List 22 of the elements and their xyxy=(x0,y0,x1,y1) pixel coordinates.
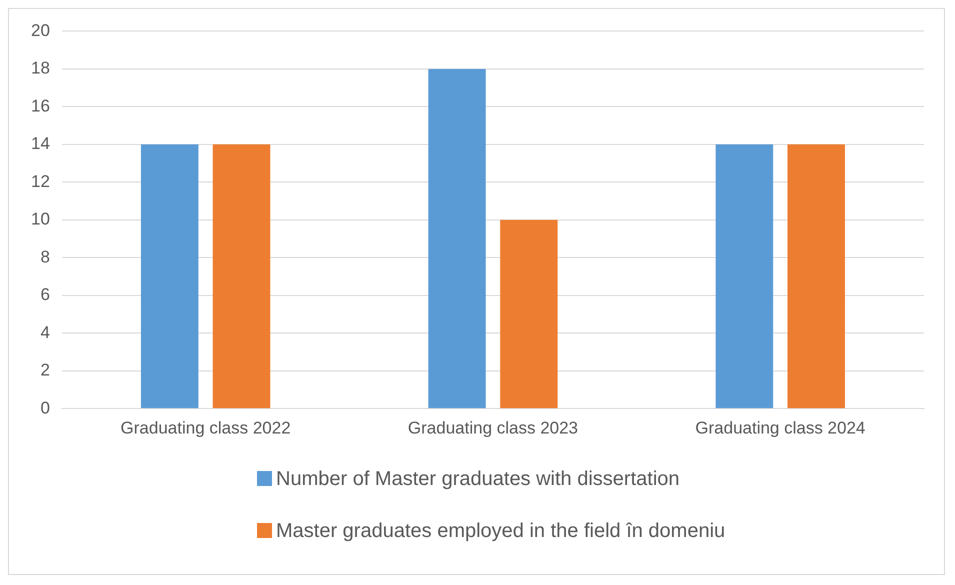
bar xyxy=(500,220,558,408)
y-tick-label: 20 xyxy=(30,20,50,40)
x-tick-label: Graduating class 2022 xyxy=(120,418,291,438)
y-tick-label: 14 xyxy=(30,134,50,154)
y-tick-label: 12 xyxy=(30,172,50,191)
y-tick-label: 0 xyxy=(40,398,50,418)
y-tick-label: 18 xyxy=(30,58,50,78)
x-tick-label: Graduating class 2023 xyxy=(408,418,578,438)
bar xyxy=(428,68,486,408)
y-tick-label: 10 xyxy=(30,210,50,229)
bar xyxy=(788,144,845,408)
y-tick-label: 8 xyxy=(40,247,50,266)
bar xyxy=(140,144,198,408)
legend-label: Number of Master graduates with dissertation xyxy=(276,467,680,491)
bar xyxy=(716,144,774,408)
legend-label: Master graduates employed in the field în domeniu xyxy=(276,519,726,543)
y-tick-label: 2 xyxy=(40,360,50,380)
x-tick-label: Graduating class 2024 xyxy=(695,418,866,438)
y-tick-label: 16 xyxy=(30,96,50,116)
bar xyxy=(212,144,270,408)
y-tick-label: 4 xyxy=(40,322,50,342)
y-tick-label: 6 xyxy=(40,285,50,304)
